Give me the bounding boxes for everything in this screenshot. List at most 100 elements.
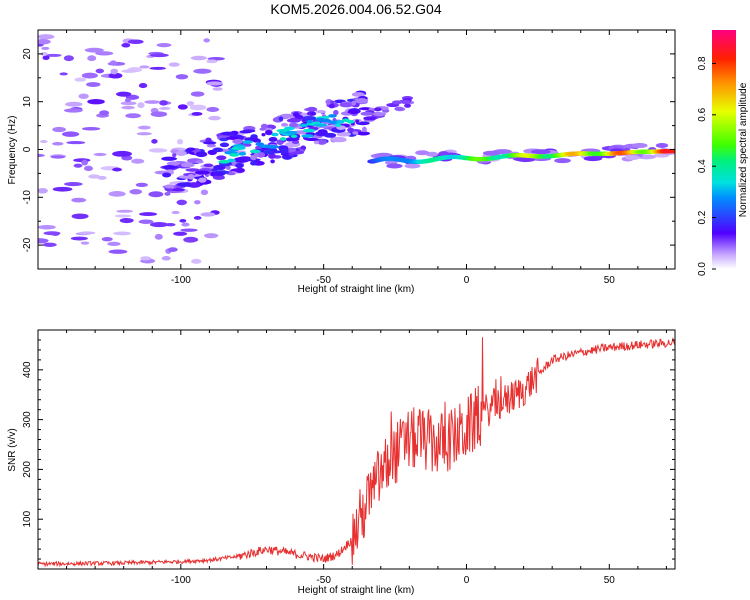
colorbar-gradient bbox=[712, 30, 736, 269]
heatmap-cell bbox=[148, 148, 168, 153]
heatmap-cell bbox=[38, 39, 51, 45]
heatmap-cell bbox=[52, 186, 73, 192]
heatmap-cell bbox=[290, 134, 298, 139]
spectrogram-cells bbox=[38, 34, 675, 264]
heatmap-cell bbox=[120, 101, 137, 106]
heatmap-cell bbox=[40, 52, 48, 56]
heatmap-cell bbox=[279, 137, 287, 141]
heatmap-cell bbox=[268, 153, 276, 159]
heatmap-cell bbox=[235, 162, 244, 169]
heatmap-cell bbox=[386, 163, 403, 169]
heatmap-cell bbox=[292, 112, 300, 118]
heatmap-cell bbox=[165, 223, 176, 227]
heatmap-cell bbox=[176, 199, 188, 206]
heatmap-cell bbox=[171, 187, 185, 192]
heatmap-cell bbox=[38, 153, 45, 157]
heatmap-cell bbox=[336, 131, 351, 137]
heatmap-cell bbox=[127, 39, 144, 45]
heatmap-cell bbox=[88, 174, 101, 179]
spectrogram-xlabel: Height of straight line (km) bbox=[298, 284, 415, 295]
heatmap-cell bbox=[108, 249, 128, 254]
heatmap-cell bbox=[334, 123, 342, 127]
heatmap-cell bbox=[176, 182, 192, 187]
heatmap-cell bbox=[116, 91, 132, 97]
heatmap-cell bbox=[242, 140, 253, 144]
heatmap-cell bbox=[78, 231, 96, 235]
heatmap-cell bbox=[81, 159, 88, 166]
heatmap-cell bbox=[177, 138, 184, 145]
heatmap-cell bbox=[38, 34, 55, 40]
snr-xlabel: Height of straight line (km) bbox=[298, 585, 415, 596]
heatmap-cell bbox=[162, 165, 176, 170]
heatmap-cell bbox=[161, 256, 171, 261]
heatmap-cell bbox=[325, 98, 333, 105]
heatmap-cell bbox=[313, 140, 320, 145]
heatmap-cell bbox=[136, 132, 152, 136]
heatmap-cell bbox=[73, 163, 83, 168]
heatmap-cell bbox=[351, 100, 357, 106]
heatmap-cell bbox=[288, 122, 299, 128]
heatmap-cell bbox=[400, 99, 412, 104]
heatmap-cell bbox=[351, 92, 365, 97]
heatmap-cell bbox=[253, 152, 259, 158]
heatmap-cell bbox=[175, 150, 187, 156]
heatmap-cell bbox=[336, 120, 345, 124]
heatmap-cell bbox=[261, 132, 266, 137]
heatmap-cell bbox=[183, 236, 199, 243]
spectrogram-frame bbox=[37, 29, 676, 270]
heatmap-cell bbox=[250, 161, 258, 166]
heatmap-cell bbox=[38, 238, 49, 244]
heatmap-cell bbox=[139, 212, 158, 217]
heatmap-cell bbox=[200, 189, 209, 196]
heatmap-cell bbox=[203, 141, 217, 145]
heatmap-cell bbox=[318, 118, 332, 123]
heatmap-cell bbox=[180, 228, 198, 232]
heatmap-cell bbox=[354, 98, 369, 104]
snr-ticks: -100 -50 0 50 100 200 300 400 bbox=[22, 330, 675, 586]
heatmap-cell bbox=[203, 233, 219, 239]
heatmap-cell bbox=[164, 184, 175, 189]
x-tick-label: -100 bbox=[171, 575, 191, 586]
heatmap-cell bbox=[531, 149, 551, 155]
heatmap-cell bbox=[212, 147, 224, 153]
heatmap-cell bbox=[129, 189, 143, 195]
heatmap-cell bbox=[149, 222, 169, 228]
heatmap-cell bbox=[187, 173, 195, 180]
heatmap-cell bbox=[154, 233, 163, 240]
heatmap-cell bbox=[148, 191, 164, 198]
heatmap-cell bbox=[185, 168, 200, 172]
heatmap-cell bbox=[216, 155, 227, 161]
heatmap-cell bbox=[249, 149, 261, 154]
y-tick-label: 200 bbox=[22, 461, 33, 478]
heatmap-cell bbox=[189, 104, 207, 111]
heatmap-cell bbox=[438, 151, 449, 157]
heatmap-cell bbox=[135, 182, 148, 188]
heatmap-cell bbox=[191, 258, 202, 264]
heatmap-cell bbox=[39, 140, 48, 144]
heatmap-cell bbox=[159, 100, 168, 106]
heatmap-cell bbox=[278, 116, 284, 122]
heatmap-cell bbox=[166, 161, 181, 167]
x-tick-label: -100 bbox=[171, 275, 191, 286]
heatmap-cell bbox=[87, 55, 97, 62]
heatmap-cell bbox=[306, 106, 318, 112]
heatmap-cell bbox=[149, 66, 166, 70]
heatmap-cell bbox=[286, 118, 301, 123]
heatmap-cell bbox=[195, 151, 208, 158]
heatmap-cell bbox=[281, 122, 289, 127]
heatmap-cell bbox=[255, 142, 265, 147]
y-tick-label: 400 bbox=[22, 361, 33, 378]
heatmap-cell bbox=[306, 119, 313, 124]
y-tick-label: 100 bbox=[22, 510, 33, 527]
x-tick-label: -50 bbox=[316, 575, 331, 586]
heatmap-cell bbox=[150, 111, 168, 117]
heatmap-cell bbox=[138, 219, 154, 224]
heatmap-cell bbox=[301, 134, 314, 138]
heatmap-cell bbox=[203, 38, 210, 43]
heatmap-cell bbox=[108, 72, 123, 79]
colorbar: 0.0 0.2 0.4 0.6 0.8 Normalized spectral ampl… bbox=[697, 30, 749, 276]
heatmap-cell bbox=[144, 100, 161, 104]
heatmap-cell bbox=[95, 68, 105, 74]
heatmap-cell bbox=[206, 144, 217, 148]
